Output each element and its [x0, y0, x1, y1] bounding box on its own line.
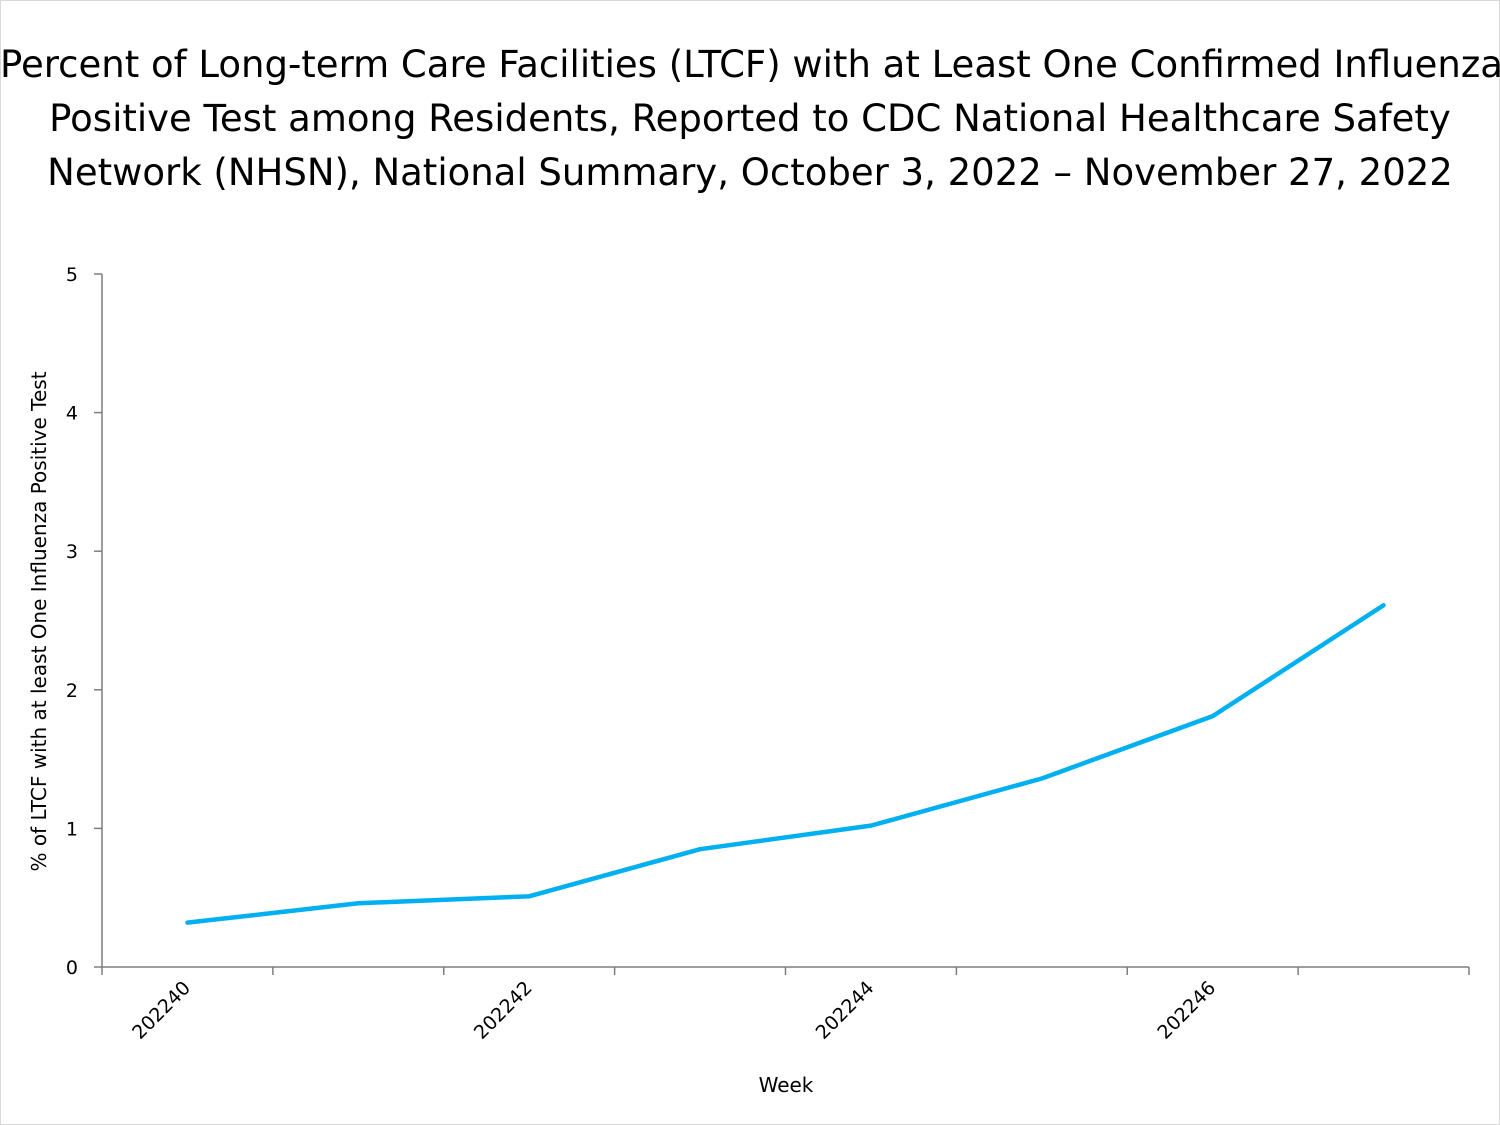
x-axis-title: Week	[759, 1073, 814, 1097]
y-tick-label: 4	[66, 403, 78, 425]
x-tick-label: 202240	[128, 977, 195, 1044]
chart-title: Percent of Long-term Care Facilities (LT…	[0, 38, 1500, 200]
series-layer	[185, 603, 1386, 925]
y-axis: 0 1 2 3 4 5	[66, 264, 103, 979]
y-tick-label: 2	[66, 680, 78, 702]
x-ticks: 202240 202242 202244 202246	[101, 967, 1470, 1044]
chart-title-line-1: Percent of Long-term Care Facilities (LT…	[0, 43, 1500, 86]
x-tick-label: 202246	[1153, 977, 1220, 1044]
y-tick-label: 3	[66, 541, 78, 563]
chart-title-line-2: Positive Test among Residents, Reported …	[49, 97, 1451, 140]
y-tick-label: 5	[66, 264, 78, 286]
x-tick-label: 202244	[812, 977, 879, 1044]
x-axis: 202240 202242 202244 202246	[101, 966, 1470, 1044]
series-line	[185, 603, 1386, 925]
y-tick-label: 1	[66, 818, 78, 840]
y-axis-title: % of LTCF with at least One Influenza Po…	[27, 371, 51, 871]
y-tick-label: 0	[66, 957, 78, 979]
chart-title-line-3: Network (NHSN), National Summary, Octobe…	[47, 151, 1453, 194]
y-ticks: 0 1 2 3 4 5	[66, 264, 102, 979]
x-tick-label: 202242	[470, 977, 537, 1044]
